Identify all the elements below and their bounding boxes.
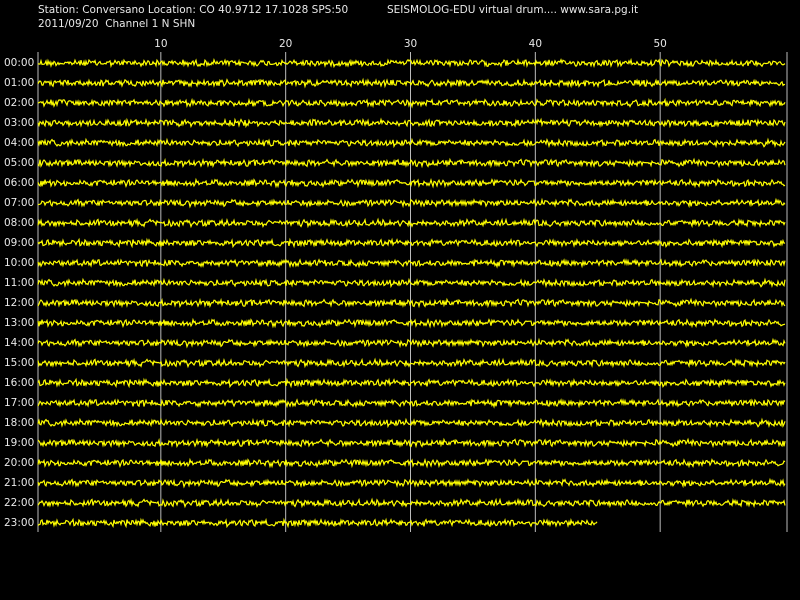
- trace: [37, 317, 786, 329]
- subtitle: 2011/09/20 Channel 1 N SHN: [38, 18, 195, 30]
- x-tick-label: 50: [653, 38, 666, 50]
- hour-label: 11:00: [4, 277, 34, 289]
- hour-label: 07:00: [4, 197, 34, 209]
- trace: [37, 217, 786, 229]
- hour-label: 12:00: [4, 297, 34, 309]
- x-tick-label: 30: [404, 38, 417, 50]
- trace: [37, 477, 786, 489]
- hour-label: 08:00: [4, 217, 34, 229]
- hour-label: 19:00: [4, 437, 34, 449]
- trace: [37, 277, 786, 289]
- trace: [37, 237, 786, 249]
- trace: [37, 517, 598, 529]
- hour-label: 04:00: [4, 137, 34, 149]
- hour-label: 23:00: [4, 517, 34, 529]
- x-tick-label: 20: [279, 38, 292, 50]
- hour-label: 09:00: [4, 237, 34, 249]
- trace: [37, 297, 786, 309]
- trace: [37, 177, 786, 189]
- trace: [37, 417, 786, 429]
- hour-label: 22:00: [4, 497, 34, 509]
- hour-label: 17:00: [4, 397, 34, 409]
- trace: [37, 337, 786, 349]
- trace: [37, 117, 786, 129]
- trace: [37, 398, 786, 409]
- hour-label: 13:00: [4, 317, 34, 329]
- trace: [37, 77, 786, 89]
- trace: [37, 97, 786, 109]
- hour-label: 14:00: [4, 337, 34, 349]
- x-tick-label: 40: [529, 38, 542, 50]
- trace: [37, 137, 786, 149]
- hour-label: 06:00: [4, 177, 34, 189]
- hour-label: 02:00: [4, 97, 34, 109]
- trace: [37, 258, 786, 269]
- hour-label: 00:00: [4, 57, 34, 69]
- hour-label: 15:00: [4, 357, 34, 369]
- hour-label: 05:00: [4, 157, 34, 169]
- trace: [37, 497, 786, 509]
- title: Station: Conversano Location: CO 40.9712…: [38, 4, 348, 16]
- hour-label: 10:00: [4, 257, 34, 269]
- hour-label: 16:00: [4, 377, 34, 389]
- annotation: SEISMOLOG-EDU virtual drum.... www.sara.…: [387, 4, 638, 16]
- x-tick-label: 10: [154, 38, 167, 50]
- trace: [37, 437, 786, 449]
- hour-label: 20:00: [4, 457, 34, 469]
- trace: [37, 157, 786, 169]
- hour-label: 18:00: [4, 417, 34, 429]
- trace: [37, 357, 786, 369]
- trace: [37, 377, 786, 389]
- hour-label: 21:00: [4, 477, 34, 489]
- trace: [37, 57, 786, 69]
- trace: [37, 197, 786, 209]
- hour-label: 03:00: [4, 117, 34, 129]
- trace: [37, 457, 786, 469]
- hour-label: 01:00: [4, 77, 34, 89]
